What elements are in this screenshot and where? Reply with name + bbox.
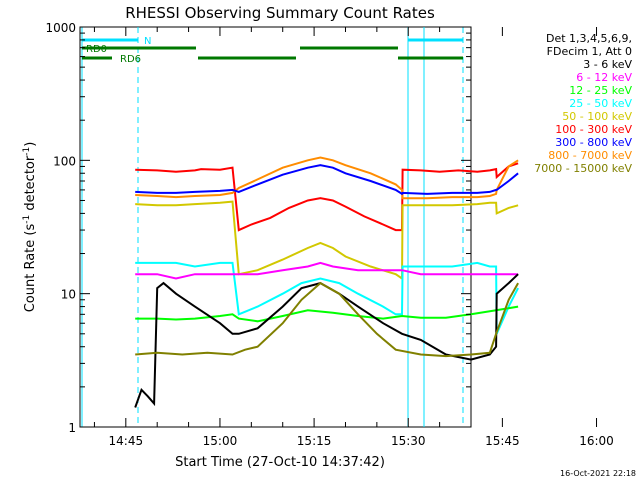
y-axis-label: Count Rate (s-1 detector-1) [22,142,38,313]
x-tick-label: 15:45 [485,434,520,448]
series-line-0 [135,162,519,232]
legend-entry: 12 - 25 keV [569,84,632,97]
x-tick-label: 16:00 [579,434,614,448]
y-tick-label: 10 [61,288,76,302]
series-line-8 [135,281,519,358]
legend-entry: 3 - 6 keV [583,58,632,71]
legend-header-1: Det 1,3,4,5,6,9, [546,32,632,45]
y-axis-ticks: 1 10 100 1000 [45,21,471,435]
observing-flags: N RD0 RD6 [81,27,464,427]
y-tick-label: 100 [53,154,76,168]
legend-entry: 25 - 50 keV [569,97,632,110]
series-line-7 [134,273,519,408]
series-line-3 [135,200,519,281]
y-tick-label: 1000 [45,21,76,35]
chart-title: RHESSI Observing Summary Count Rates [125,4,435,22]
y-tick-label: 1 [68,421,76,435]
x-tick-label: 15:15 [297,434,332,448]
x-tick-label: 15:30 [391,434,426,448]
x-tick-label: 15:00 [203,434,238,448]
flag-label-n: N [144,36,151,47]
footer-timestamp: 16-Oct-2021 22:18 [560,469,636,478]
series-line-5 [135,261,519,280]
legend-entry: 300 - 800 keV [555,136,632,149]
plot-area [79,26,472,428]
x-axis-label: Start Time (27-Oct-10 14:37:42) [175,455,385,470]
legend-entry: 7000 - 15000 keV [534,162,632,175]
x-tick-label: 14:45 [109,434,144,448]
flag-label-rd6: RD6 [120,54,141,65]
series-group [134,156,519,408]
series-line-4 [135,261,519,335]
legend-entry: 800 - 7000 keV [548,149,632,162]
flag-label-rd0: RD0 [86,44,107,55]
legend-entry: 100 - 300 keV [555,123,632,136]
legend-header-2: FDecim 1, Att 0 [547,45,632,58]
series-line-1 [135,156,519,200]
legend-entry: 50 - 100 keV [562,110,632,123]
series-line-6 [135,305,519,323]
series-line-2 [135,164,519,196]
legend-entry: 6 - 12 keV [576,71,632,84]
